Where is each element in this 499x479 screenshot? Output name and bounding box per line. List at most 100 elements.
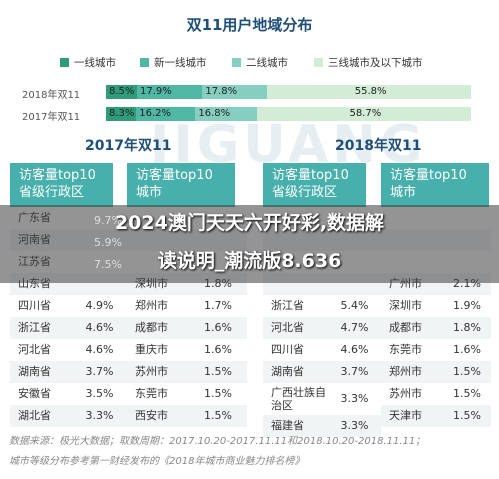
table-cell-percent: 4.6% <box>72 317 127 339</box>
table-cell-region: 西安市 <box>127 405 189 427</box>
data-label: 16.2% <box>139 108 172 119</box>
footer-source: 数据来源：极光大数据；取数周期：2017.10.20-2017.11.11和20… <box>9 436 426 447</box>
legend-label: 二线城市 <box>246 57 288 69</box>
bar-segment-2018-3: 55.8% <box>267 85 471 99</box>
table-cell-region: 四川省 <box>18 299 51 312</box>
table-cell-percent: 1.5% <box>453 387 481 400</box>
table-cell-percent: 1.5% <box>189 361 247 383</box>
table-cell-percent: 1.5% <box>443 361 491 383</box>
legend-label: 新一线城市 <box>154 57 207 69</box>
table-header-2018-province: 访客量top10 省级行政区 <box>263 163 366 207</box>
table-cell-percent: 4.6% <box>85 343 114 356</box>
table-row: 湖南省 3.7% <box>10 361 127 383</box>
table-row: 成都市 1.6% <box>127 317 247 339</box>
table-row: 福建省 3.3% <box>263 415 381 437</box>
header-line: 访客量top10 <box>136 168 213 183</box>
data-label: 58.7% <box>349 108 382 119</box>
table-row: 河北省 4.6% <box>10 339 127 361</box>
footer-reference: 城市等级分布参考第一财经发布的《2018年城市商业魅力排名榜》 <box>9 456 305 467</box>
table-cell-region: 湖北省 <box>10 405 72 427</box>
table-header-2017-province: 访客量top10 省级行政区 <box>10 163 113 207</box>
legend-label: 一线城市 <box>74 57 116 69</box>
legend-swatch <box>60 58 69 67</box>
legend-item-3: 三线城市及以下城市 <box>314 55 423 70</box>
table-cell-region: 成都市 <box>381 317 443 339</box>
legend-label: 三线城市及以下城市 <box>328 57 423 69</box>
data-label: 55.8% <box>354 86 387 97</box>
table-cell-region: 浙江省 <box>10 317 72 339</box>
table-row: 四川省 4.9% <box>10 295 127 317</box>
stacked-bar-2018: 8.5% 17.9% 17.8% 55.8% <box>106 85 471 99</box>
bar-segment-2017-0: 8.3% <box>106 107 137 121</box>
table-cell-region: 安徽省 <box>18 387 51 400</box>
table-cell-percent: 3.3% <box>328 415 381 437</box>
table-cell-region: 天津市 <box>381 405 443 427</box>
table-cell-percent: 1.8% <box>443 317 491 339</box>
data-label: 17.8% <box>205 86 238 97</box>
table-row: 湖南省 3.7% <box>263 361 381 383</box>
legend-swatch <box>140 58 149 67</box>
table-cell-percent: 1.6% <box>204 343 232 356</box>
table-cell-region: 苏州市 <box>389 387 422 400</box>
table-row: 东莞市 1.5% <box>127 383 247 405</box>
bar-segment-2018-1: 17.9% <box>137 85 203 99</box>
table-row: 东莞市 1.6% <box>381 339 491 361</box>
table-cell-percent: 1.6% <box>453 343 481 356</box>
header-line: 访客量top10 <box>19 168 96 183</box>
table-cell-percent: 1.5% <box>204 387 232 400</box>
overlay-banner <box>0 205 499 283</box>
table-row: 成都市 1.8% <box>381 317 491 339</box>
data-label: 17.9% <box>140 86 172 97</box>
header-line: 城市 <box>136 185 163 200</box>
table-cell-percent: 3.7% <box>72 361 127 383</box>
table-cell-region: 郑州市 <box>135 299 168 312</box>
table-row: 苏州市 1.5% <box>381 383 491 405</box>
table-header-2018-city: 访客量top10 城市 <box>381 163 489 207</box>
stacked-bar-2017: 8.3% 16.2% 16.8% 58.7% <box>106 107 471 121</box>
legend-swatch <box>314 58 323 67</box>
table-cell-percent: 3.3% <box>72 405 127 427</box>
table-row: 天津市 1.5% <box>381 405 491 427</box>
table-cell-percent: 1.5% <box>443 405 491 427</box>
table-cell-region: 河北省 <box>263 317 328 339</box>
table-cell-region: 成都市 <box>127 317 189 339</box>
table-cell-region: 湖南省 <box>263 361 328 383</box>
bar-category-label: 2017年双11 <box>22 112 81 123</box>
table-row: 浙江省 5.4% <box>263 295 381 317</box>
table-cell-region: 郑州市 <box>381 361 443 383</box>
table-cell-region: 浙江省 <box>271 299 304 312</box>
data-label: 16.8% <box>198 108 231 119</box>
legend-item-1: 新一线城市 <box>140 55 207 70</box>
header-line: 省级行政区 <box>272 185 338 200</box>
table-row: 安徽省 3.5% <box>10 383 127 405</box>
table-row: 重庆市 1.6% <box>127 339 247 361</box>
table-cell-region: 福建省 <box>263 415 328 437</box>
table-cell-percent: 5.4% <box>340 299 369 312</box>
table-cell-region: 深圳市 <box>389 299 422 312</box>
table-cell-percent: 1.7% <box>204 299 232 312</box>
data-label: 8.5% <box>109 86 135 97</box>
overlay-title-line2: 读说明_潮流版8.636 <box>157 250 342 272</box>
header-line: 访客量top10 <box>390 168 467 183</box>
table-cell-region: 东莞市 <box>135 387 168 400</box>
table-cell-percent: 3.3% <box>340 392 369 405</box>
chart-title: 双11用户地域分布 <box>186 16 313 34</box>
legend-item-0: 一线城市 <box>60 55 116 70</box>
table-cell-region: 东莞市 <box>389 343 422 356</box>
partial-value: 9.7% <box>94 214 122 227</box>
table-cell-percent: 1.5% <box>189 405 247 427</box>
header-line: 省级行政区 <box>19 185 85 200</box>
table-cell-region: 四川省 <box>271 343 304 356</box>
table-row: 浙江省 4.6% <box>10 317 127 339</box>
table-cell-percent: 4.7% <box>328 317 381 339</box>
table-cell-percent: 3.5% <box>85 387 114 400</box>
year-title-2018: 2018年双11 <box>335 138 422 154</box>
table-row: 湖北省 3.3% <box>10 405 127 427</box>
header-line: 访客量top10 <box>272 168 349 183</box>
year-title-2017: 2017年双11 <box>85 138 172 154</box>
table-row: 深圳市 1.9% <box>381 295 491 317</box>
table-row: 郑州市 1.5% <box>381 361 491 383</box>
table-cell-region: 广西壮族自治区 <box>271 386 326 412</box>
bar-category-label: 2018年双11 <box>22 90 81 101</box>
bar-segment-2018-2: 17.8% <box>202 85 268 99</box>
